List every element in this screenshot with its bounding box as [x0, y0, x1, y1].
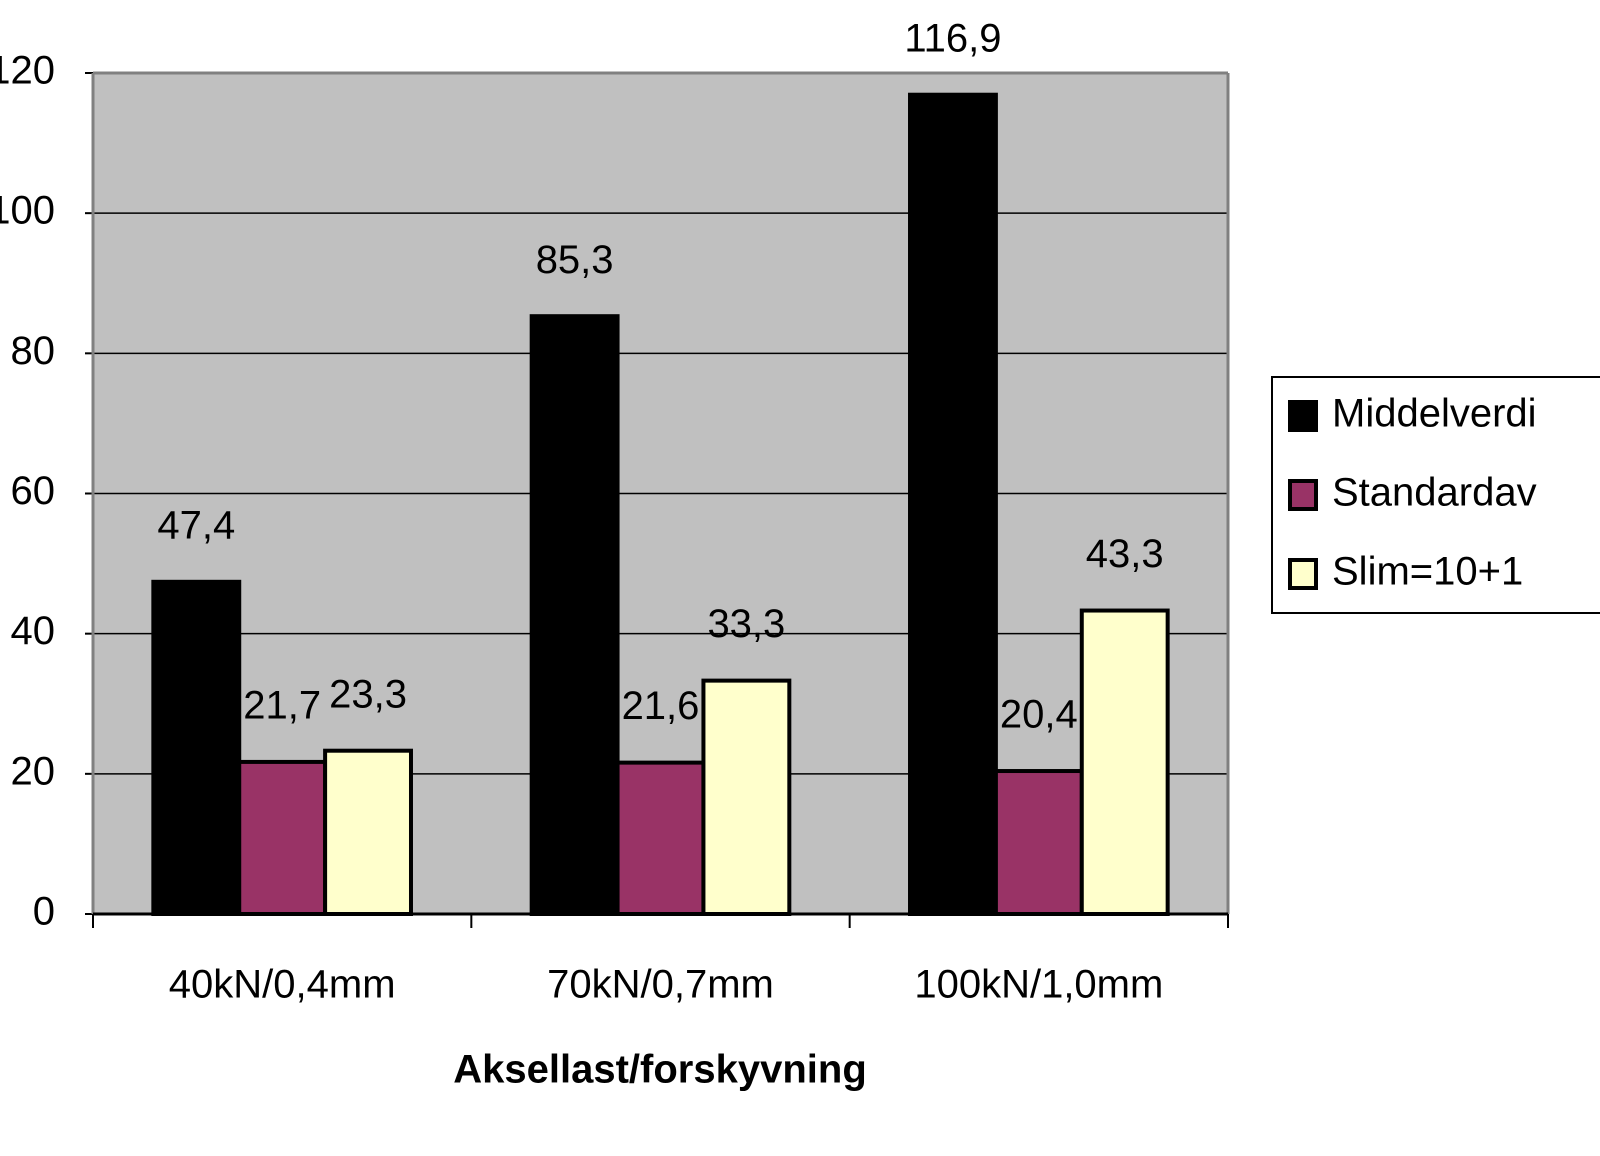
bar [323, 748, 413, 916]
legend-swatch [1288, 479, 1318, 511]
bar [993, 769, 1084, 917]
bar [237, 759, 328, 917]
y-tick-label: 40 [11, 609, 56, 653]
bar [615, 760, 706, 916]
data-label: 23,3 [329, 672, 407, 716]
y-tick-label: 80 [11, 329, 56, 373]
legend-label: Standardav [1332, 471, 1537, 515]
data-label: 43,3 [1086, 532, 1164, 576]
data-label: 33,3 [707, 602, 785, 646]
x-axis-title: Aksellast/forskyvning [453, 1048, 867, 1092]
data-label: 47,4 [157, 503, 235, 547]
bar [529, 314, 620, 917]
data-label: 116,9 [904, 16, 1001, 60]
bar [908, 92, 998, 916]
legend-swatch [1288, 558, 1318, 590]
legend-label: Middelverdi [1332, 392, 1537, 436]
x-tick-label: 70kN/0,7mm [547, 963, 774, 1007]
data-label: 21,7 [243, 683, 321, 727]
bar [151, 579, 242, 916]
x-tick-label: 100kN/1,0mm [914, 963, 1163, 1007]
legend-label: Slim=10+1 [1332, 550, 1523, 594]
y-tick-label: 0 [33, 890, 55, 934]
y-tick-label: 100 [0, 189, 55, 233]
y-tick-label: 120 [0, 49, 55, 93]
data-label: 21,6 [622, 684, 700, 728]
data-label: 20,4 [1000, 693, 1078, 737]
legend [1271, 376, 1600, 614]
y-tick-label: 20 [11, 749, 56, 793]
data-label: 85,3 [536, 238, 614, 282]
legend-swatch [1288, 400, 1318, 432]
x-tick-label: 40kN/0,4mm [169, 963, 396, 1007]
bar [701, 678, 792, 916]
y-tick-label: 60 [11, 469, 56, 513]
bar [1079, 608, 1170, 917]
